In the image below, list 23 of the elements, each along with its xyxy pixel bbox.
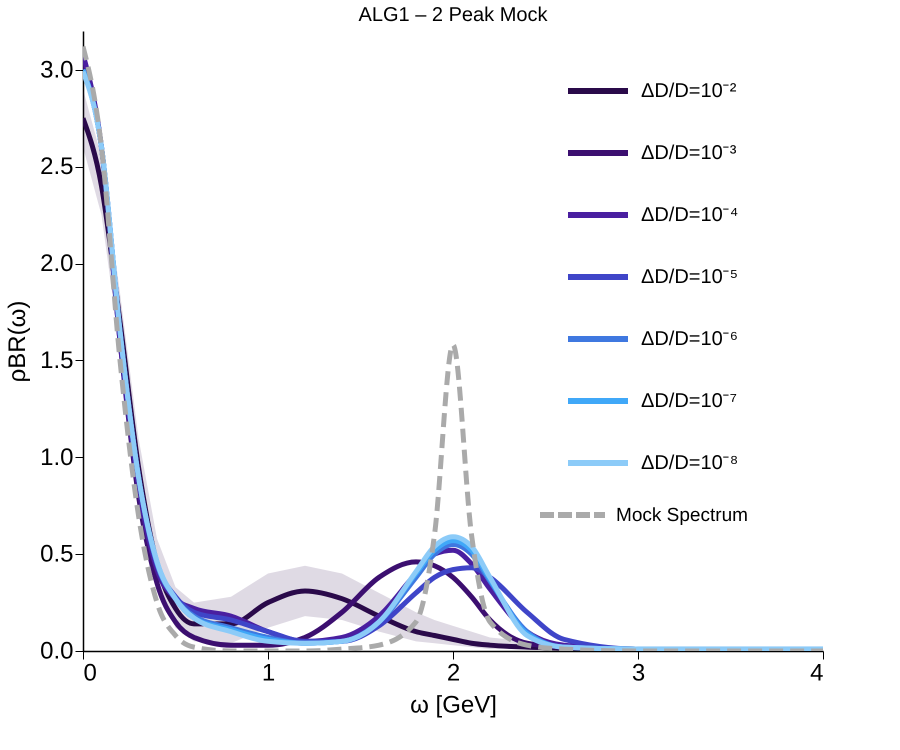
legend-label: ΔD/D=10⁻³ — [641, 142, 737, 164]
legend-label: ΔD/D=10⁻⁶ — [641, 328, 738, 350]
legend-label: ΔD/D=10⁻⁷ — [641, 390, 737, 412]
x-tick-label: 4 — [810, 660, 824, 686]
x-tick-label: 2 — [446, 660, 460, 686]
y-tick-label: 1.0 — [40, 444, 74, 471]
x-tick-label: 0 — [84, 660, 97, 686]
y-tick-label: 0.0 — [40, 638, 74, 664]
y-tick-label: 3.0 — [40, 56, 74, 84]
x-tick-label: 1 — [262, 660, 276, 686]
y-tick-label: 0.5 — [40, 540, 74, 568]
y-tick-label: 2.5 — [40, 153, 74, 180]
y-axis-title: ρBR(ω) — [4, 300, 32, 382]
legend-label: ΔD/D=10⁻² — [641, 80, 737, 102]
legend-label: Mock Spectrum — [616, 505, 748, 526]
legend-label: ΔD/D=10⁻⁵ — [641, 266, 738, 288]
y-tick-label: 2.0 — [40, 250, 74, 277]
y-tick-label: 1.5 — [40, 346, 74, 374]
x-tick-label: 3 — [632, 660, 646, 686]
legend-label: ΔD/D=10⁻⁸ — [641, 452, 738, 474]
chart-title: ALG1 – 2 Peak Mock — [358, 4, 548, 26]
legend-label: ΔD/D=10⁻⁴ — [641, 204, 738, 226]
x-axis-title: ω [GeV] — [410, 692, 497, 718]
